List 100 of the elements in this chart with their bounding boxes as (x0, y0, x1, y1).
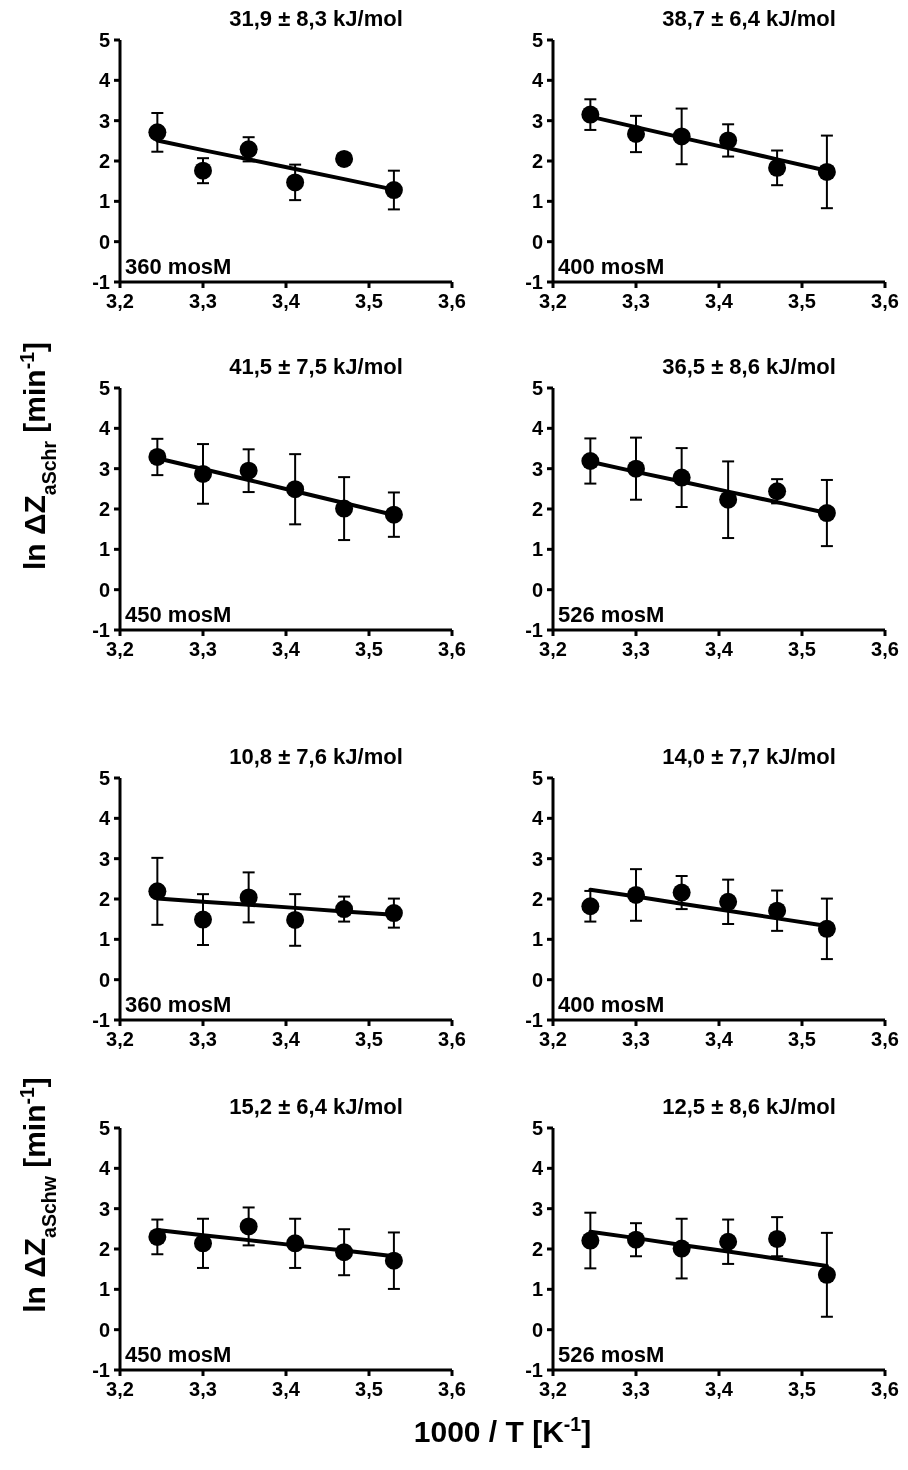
y-tick-label: 4 (98, 1157, 111, 1180)
x-tick-label: 3,4 (272, 1028, 301, 1050)
y-tick-label: 0 (98, 968, 110, 991)
point (286, 910, 305, 929)
x-tick-label: 3,5 (788, 638, 816, 660)
x-tick-label: 3,4 (272, 638, 301, 660)
x-tick-label: 3,6 (438, 638, 466, 660)
y-tick-label: 4 (531, 807, 544, 830)
x-tick-label: 3,4 (272, 290, 301, 312)
chart-title: 15,2 ± 6,4 kJ/mol (229, 1094, 403, 1119)
x-tick-label: 3,6 (871, 638, 899, 660)
x-tick-label: 3,3 (622, 638, 650, 660)
x-tick-label: 3,4 (705, 1028, 734, 1050)
x-tick-label: 3,3 (622, 1378, 650, 1400)
y-tick-label: 5 (531, 1117, 543, 1139)
y-tick-label: 2 (531, 1238, 543, 1260)
y-tick-label: 3 (98, 457, 110, 480)
y-tick-label: 2 (98, 498, 110, 520)
point (239, 140, 258, 159)
chart-title: 14,0 ± 7,7 kJ/mol (662, 744, 836, 769)
point (148, 123, 167, 142)
x-tick-label: 3,2 (539, 1028, 567, 1050)
chart-title: 36,5 ± 8,6 kJ/mol (662, 354, 836, 379)
x-tick-label: 3,6 (438, 1378, 466, 1400)
y-tick-label: -1 (92, 1009, 110, 1031)
y-tick-label: 1 (98, 538, 110, 561)
y-tick-label: 0 (531, 230, 543, 253)
y-tick-label: 4 (531, 417, 544, 440)
y-tick-label: 0 (98, 230, 110, 253)
x-tick-label: 3,5 (355, 1378, 383, 1400)
y-tick-label: 5 (98, 377, 110, 399)
x-tick-label: 3,6 (438, 1028, 466, 1050)
y-tick-label: 0 (531, 968, 543, 991)
y-tick-label: 4 (531, 1157, 544, 1180)
x-tick-label: 3,2 (106, 1378, 134, 1400)
annotation: 450 mosM (125, 602, 232, 627)
y-tick-label: 3 (531, 847, 543, 870)
y-tick-label: 1 (531, 1278, 543, 1301)
x-tick-label: 3,5 (788, 290, 816, 312)
y-tick-label: 1 (531, 190, 543, 213)
x-tick-label: 3,3 (189, 1378, 217, 1400)
x-tick-label: 3,4 (272, 1378, 301, 1400)
annotation: 450 mosM (125, 1342, 232, 1367)
y-tick-label: -1 (92, 619, 110, 641)
x-tick-label: 3,2 (106, 638, 134, 660)
y-tick-label: 1 (98, 928, 110, 951)
point (239, 461, 258, 480)
chart-title: 41,5 ± 7,5 kJ/mol (229, 354, 403, 379)
annotation: 360 mosM (125, 992, 232, 1017)
annotation: 400 mosM (558, 992, 665, 1017)
x-tick-label: 3,6 (871, 290, 899, 312)
point (194, 910, 212, 929)
y-tick-label: 2 (98, 1238, 110, 1260)
y-tick-label: 1 (98, 1278, 110, 1301)
chart-title: 12,5 ± 8,6 kJ/mol (662, 1094, 836, 1119)
point (719, 892, 738, 911)
y-tick-label: 0 (98, 1318, 110, 1341)
annotation: 526 mosM (558, 602, 665, 627)
y-tick-label: -1 (525, 271, 543, 293)
x-tick-label: 3,2 (539, 638, 567, 660)
x-tick-label: 3,2 (106, 290, 134, 312)
y-tick-label: 5 (98, 1117, 110, 1139)
y-tick-label: 0 (531, 578, 543, 601)
x-tick-label: 3,6 (871, 1378, 899, 1400)
y-tick-label: 5 (98, 767, 110, 789)
y-tick-label: 5 (531, 377, 543, 399)
point (672, 883, 691, 902)
y-tick-label: 1 (531, 538, 543, 561)
x-tick-label: 3,5 (788, 1028, 816, 1050)
point (581, 1231, 600, 1250)
x-tick-label: 3,2 (106, 1028, 134, 1050)
point (286, 173, 305, 192)
x-tick-label: 3,5 (355, 1028, 383, 1050)
y-tick-label: 5 (531, 767, 543, 789)
y-tick-label: 4 (98, 807, 111, 830)
y-tick-label: 0 (531, 1318, 543, 1341)
y-tick-label: 2 (98, 888, 110, 910)
point (335, 149, 354, 168)
x-tick-label: 3,3 (622, 290, 650, 312)
y-tick-label: 1 (98, 190, 110, 213)
x-axis-title: 1000 / T [K$^{-1}$] (413, 1413, 592, 1448)
annotation: 526 mosM (558, 1342, 665, 1367)
y-tick-label: 2 (531, 150, 543, 172)
x-tick-label: 3,3 (189, 1028, 217, 1050)
point (194, 161, 212, 180)
x-tick-label: 3,3 (189, 290, 217, 312)
y-tick-label: 3 (531, 1197, 543, 1220)
annotation: 360 mosM (125, 254, 232, 279)
point (768, 1229, 787, 1248)
y-tick-label: -1 (525, 1009, 543, 1031)
point (817, 1265, 836, 1284)
x-tick-label: 3,6 (871, 1028, 899, 1050)
x-tick-label: 3,5 (355, 290, 383, 312)
x-tick-label: 3,5 (355, 638, 383, 660)
y-tick-label: 2 (531, 498, 543, 520)
y-tick-label: 2 (531, 888, 543, 910)
x-tick-label: 3,4 (705, 1378, 734, 1400)
y-tick-label: 5 (531, 29, 543, 51)
y-tick-label: -1 (525, 1359, 543, 1381)
y-tick-label: 3 (98, 109, 110, 132)
